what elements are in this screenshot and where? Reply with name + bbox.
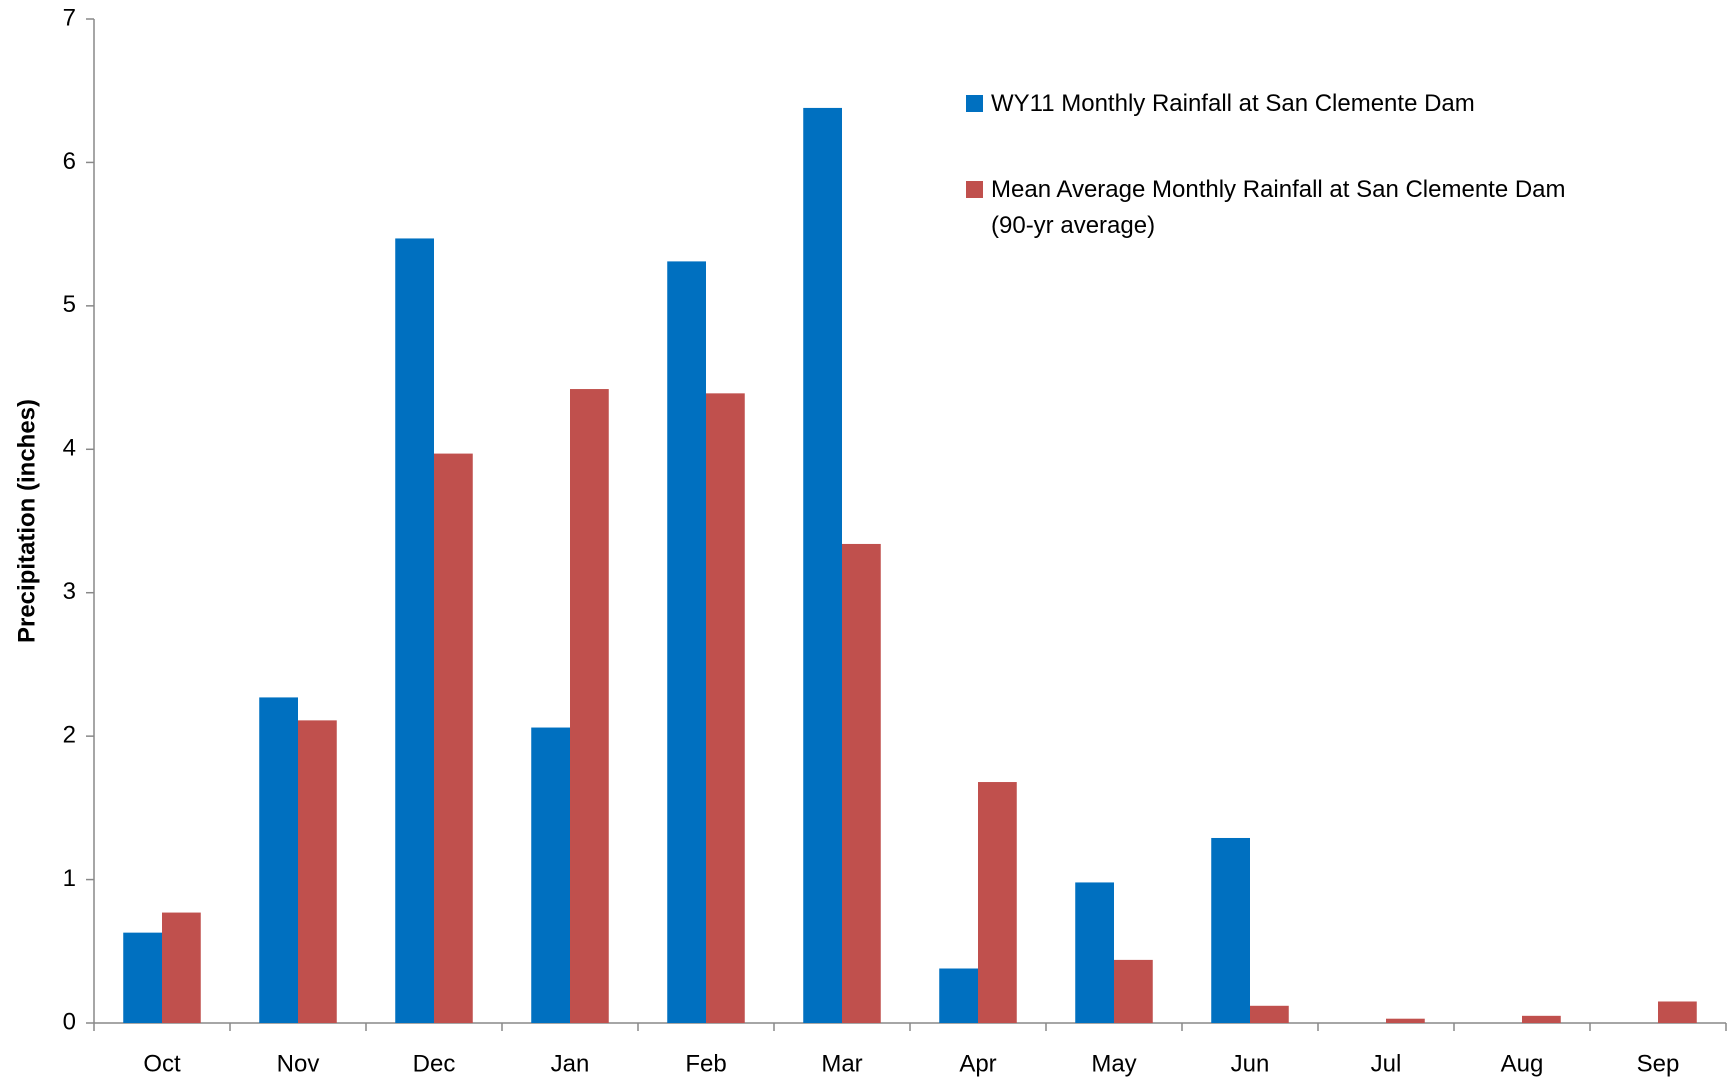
- bar: [162, 912, 201, 1023]
- x-tick-label: Mar: [821, 1050, 862, 1077]
- y-tick-label: 0: [63, 1008, 76, 1035]
- y-tick-label: 7: [63, 4, 76, 31]
- x-tick-label: Apr: [959, 1050, 996, 1077]
- x-tick-label: Dec: [413, 1050, 456, 1077]
- bar: [395, 238, 434, 1024]
- x-tick-label: Aug: [1501, 1050, 1544, 1077]
- bar: [1114, 959, 1153, 1023]
- x-tick-label: Feb: [685, 1050, 726, 1077]
- x-tick-label: Jul: [1371, 1050, 1402, 1077]
- bar: [1250, 1005, 1289, 1023]
- bar: [1211, 837, 1250, 1023]
- bar: [1522, 1015, 1561, 1023]
- y-tick-label: 2: [63, 721, 76, 748]
- bar: [570, 389, 609, 1023]
- y-tick-label: 4: [63, 435, 76, 462]
- y-axis-label: Precipitation (inches): [13, 399, 40, 643]
- y-tick-label: 3: [63, 578, 76, 605]
- x-tick-label: Oct: [143, 1050, 181, 1077]
- y-tick-label: 5: [63, 291, 76, 318]
- bar: [1658, 1001, 1697, 1023]
- legend-label: WY11 Monthly Rainfall at San Clemente Da…: [991, 90, 1475, 117]
- bar: [939, 968, 978, 1023]
- bar: [706, 393, 745, 1023]
- bar: [123, 932, 162, 1023]
- bar: [1386, 1018, 1425, 1023]
- y-tick-label: 6: [63, 148, 76, 175]
- bar: [803, 107, 842, 1023]
- bar: [531, 727, 570, 1023]
- bar: [842, 543, 881, 1023]
- legend-item: WY11 Monthly Rainfall at San Clemente Da…: [966, 86, 1475, 122]
- bar: [667, 261, 706, 1023]
- bar: [434, 453, 473, 1023]
- bar: [298, 720, 337, 1023]
- legend-label: Mean Average Monthly Rainfall at San Cle…: [991, 176, 1566, 239]
- y-tick-label: 1: [63, 865, 76, 892]
- legend-swatch: [966, 181, 983, 198]
- x-tick-label: Nov: [277, 1050, 320, 1077]
- bar: [978, 782, 1017, 1023]
- legend-swatch: [966, 95, 983, 112]
- bar: [1075, 882, 1114, 1023]
- legend-item: Mean Average Monthly Rainfall at San Cle…: [966, 172, 1606, 244]
- x-tick-label: May: [1091, 1050, 1136, 1077]
- x-tick-label: Jan: [551, 1050, 590, 1077]
- x-tick-label: Sep: [1637, 1050, 1680, 1077]
- x-tick-label: Jun: [1231, 1050, 1270, 1077]
- bar: [259, 697, 298, 1023]
